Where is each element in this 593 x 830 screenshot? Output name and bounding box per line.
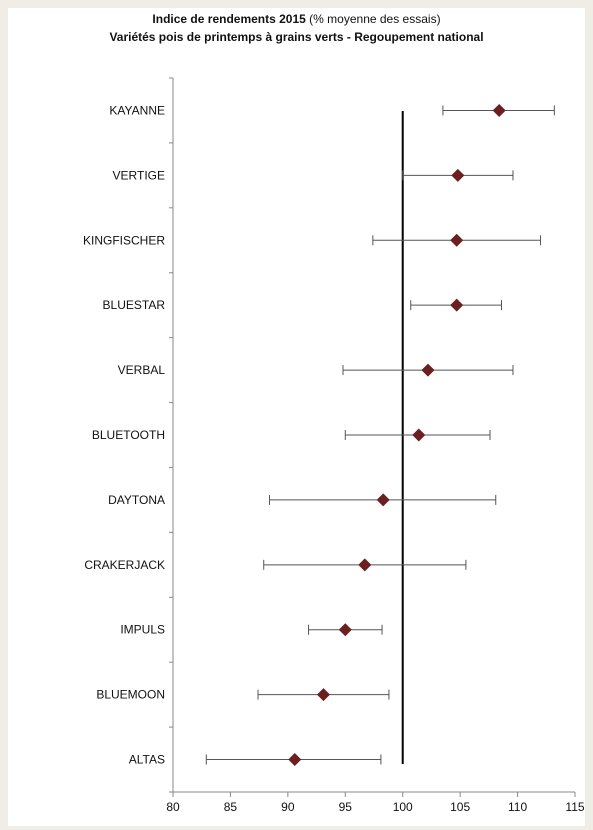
x-tick-label: 100 — [393, 800, 413, 814]
category-label: BLUESTAR — [103, 298, 166, 312]
category-label: VERTIGE — [113, 168, 165, 182]
chart-title: Indice de rendements 2015 (% moyenne des… — [0, 12, 593, 26]
data-point-marker — [412, 428, 426, 442]
chart-frame — [8, 8, 585, 826]
x-tick-label: 85 — [224, 800, 238, 814]
x-tick-label: 80 — [166, 800, 180, 814]
x-tick-label: 105 — [450, 800, 470, 814]
category-label: KINGFISCHER — [83, 233, 165, 247]
data-point-marker — [376, 493, 390, 507]
category-label: IMPULS — [120, 623, 165, 637]
data-point-marker — [288, 753, 302, 767]
category-label: CRAKERJACK — [84, 558, 165, 572]
x-tick-label: 110 — [508, 800, 527, 814]
chart-subtitle: Variétés pois de printemps à grains vert… — [109, 30, 484, 44]
x-tick-label: 95 — [339, 800, 353, 814]
x-tick-label: 115 — [565, 800, 584, 814]
data-point-marker — [421, 363, 435, 377]
data-point-marker — [358, 558, 372, 572]
data-point-marker — [338, 623, 352, 637]
chart-title-main: Indice de rendements 2015 — [152, 12, 306, 26]
category-label: DAYTONA — [108, 493, 165, 507]
data-point-marker — [450, 233, 464, 247]
category-label: BLUEMOON — [96, 688, 165, 702]
category-label: BLUETOOTH — [92, 428, 165, 442]
x-tick-label: 90 — [281, 800, 295, 814]
data-point-marker — [316, 688, 330, 702]
category-label: KAYANNE — [109, 103, 165, 117]
category-label: ALTAS — [129, 753, 165, 767]
category-label: VERBAL — [118, 363, 166, 377]
data-point-marker — [451, 168, 465, 182]
data-point-marker — [492, 103, 506, 117]
data-point-marker — [450, 298, 464, 312]
chart-title-note: (% moyenne des essais) — [309, 12, 441, 26]
